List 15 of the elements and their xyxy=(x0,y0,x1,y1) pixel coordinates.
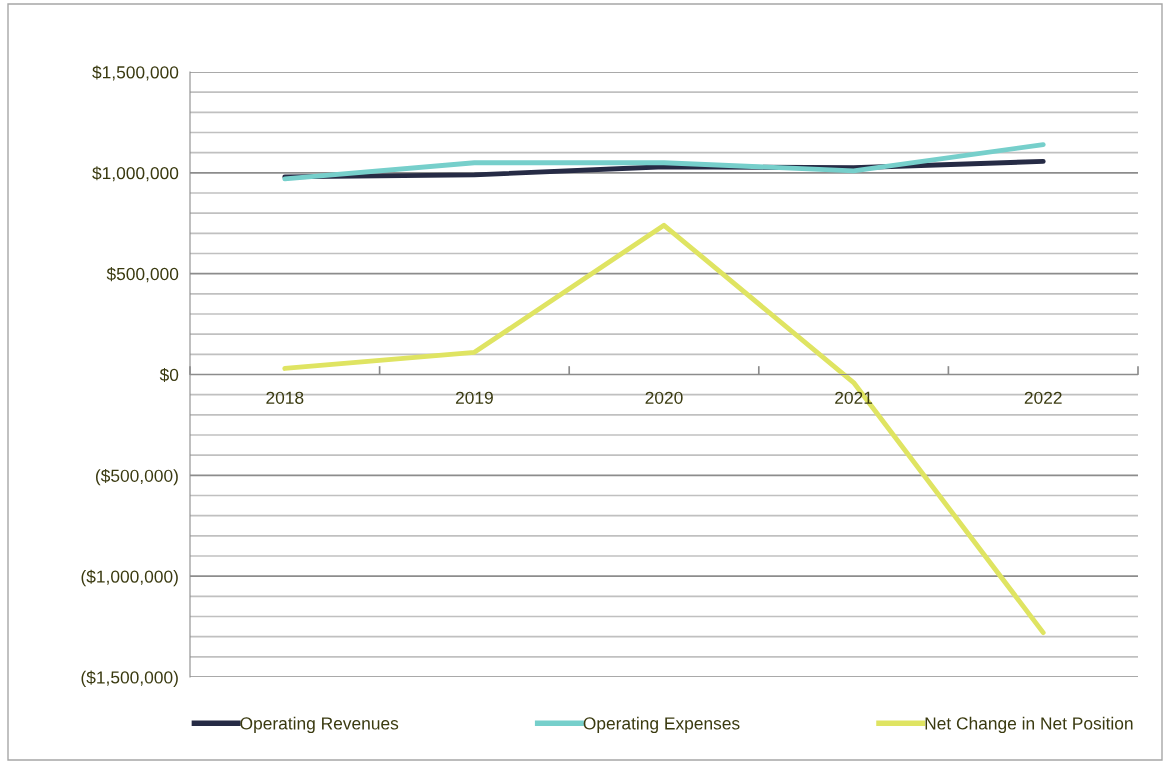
y-tick-label: $0 xyxy=(159,367,179,382)
y-tick-label: ($500,000) xyxy=(96,468,178,486)
x-tick-label: 2020 xyxy=(645,391,683,404)
x-tick-label: 2022 xyxy=(1024,391,1062,404)
y-tick-label: ($1,500,000) xyxy=(81,670,178,688)
legend-label: Net Change in Net Position xyxy=(925,716,1133,734)
line-series xyxy=(282,142,1046,182)
y-tick-label: $1,500,000 xyxy=(92,65,179,81)
y-tick-label: $500,000 xyxy=(106,267,179,283)
y-tick-label: ($1,000,000) xyxy=(81,569,178,587)
legend-label: Operating Expenses xyxy=(583,716,740,734)
x-tick-label: 2019 xyxy=(455,391,493,404)
x-tick-label: 2018 xyxy=(266,391,304,404)
y-tick-label: $1,000,000 xyxy=(92,166,179,182)
legend-label: Operating Revenues xyxy=(240,716,399,734)
